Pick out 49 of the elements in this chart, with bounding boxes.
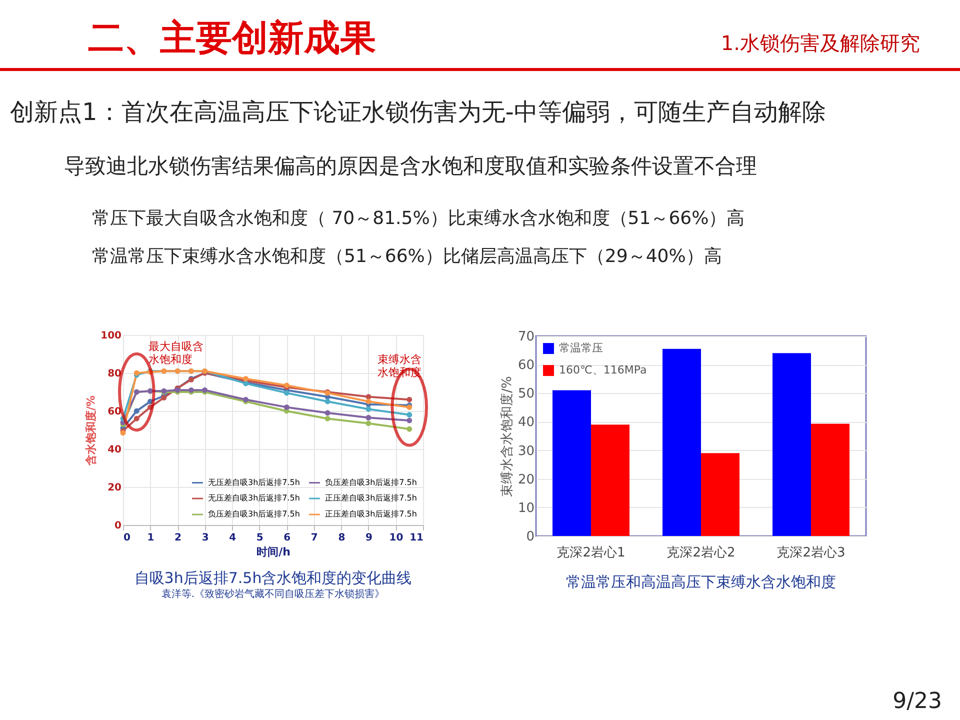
x-tick-label: 9 (365, 532, 372, 544)
text: 常温常压和高温高压下束缚水含水饱和度 (566, 573, 836, 591)
x-tick-label: 克深2岩心3 (776, 544, 846, 560)
legend-label: 无压差自吸3h后返排7.5h (208, 494, 300, 502)
x-tick-label: 1 (147, 532, 154, 544)
x-tick-label: 克深2岩心2 (666, 544, 736, 560)
x-tick-label: 7 (310, 532, 318, 544)
text: 常温常压下束缚水含水饱和度（51～66%）比储层高温高压下（29～40%）高 (92, 245, 722, 268)
text: 导致迪北水锁伤害结果偏高的原因是含水饱和度取值和实验条件设置不合理 (64, 153, 757, 180)
y-tick-label: 60 (108, 406, 122, 418)
y-tick-label: 10 (518, 500, 534, 516)
text: 二、主要创新成果 (88, 17, 376, 61)
legend-label: 负压差自吸3h后返排7.5h (208, 510, 300, 518)
text: 9/23 (892, 689, 942, 714)
y-tick-label: 20 (108, 482, 122, 494)
legend-label: 正压差自吸3h后返排7.5h (325, 494, 417, 502)
x-tick-label: 2 (174, 532, 182, 544)
x-tick-label: 4 (229, 532, 236, 544)
annotation: 最大自吸含水饱和度 (148, 340, 204, 366)
x-tick-label: 6 (284, 532, 291, 544)
legend-label: 负压差自吸3h后返排7.5h (325, 478, 417, 487)
legend-label: 无压差自吸3h后返排7.5h (208, 478, 300, 487)
text: 自吸3h后返排7.5h含水饱和度的变化曲线 (134, 569, 412, 587)
x-tick-label: 3 (202, 532, 209, 544)
y-tick-label: 30 (518, 444, 534, 459)
x-axis-title: 时间/h (256, 546, 290, 558)
y-tick-label: 40 (518, 415, 534, 430)
y-tick-label: 0 (114, 520, 122, 532)
legend-label: 正压差自吸3h后返排7.5h (325, 510, 417, 518)
x-tick-label: 克深2岩心1 (556, 544, 626, 560)
y-axis-title: 含水饱和度/% (84, 395, 98, 467)
x-tick-label: 5 (256, 532, 264, 544)
y-tick-label: 60 (518, 358, 534, 374)
text: 1.水锁伤害及解除研究 (720, 30, 920, 57)
y-tick-label: 50 (518, 386, 534, 402)
legend-label: 160℃、116MPa (559, 364, 647, 376)
x-tick-label: 8 (338, 532, 346, 544)
legend-label: 常温常压 (559, 342, 603, 354)
x-tick-label: 10 (389, 532, 404, 544)
x-tick-label: 11 (410, 532, 424, 544)
y-tick-label: 70 (518, 330, 534, 344)
y-axis-title: 束缚水含水饱和度/% (498, 376, 515, 497)
y-tick-label: 40 (108, 444, 122, 456)
y-tick-label: 100 (100, 330, 122, 342)
text: 袁洋等.《致密砂岩气藏不同自吸压差下水锁损害》 (161, 588, 385, 600)
text: 创新点1：首次在高温高压下论证水锁伤害为无-中等偏弱，可随生产自动解除 (10, 97, 826, 128)
text: 常压下最大自吸含水饱和度（ 70～81.5%）比束缚水含水饱和度（51～66%）高 (92, 207, 745, 230)
y-tick-label: 20 (518, 472, 534, 488)
x-tick-label: 0 (124, 532, 130, 544)
